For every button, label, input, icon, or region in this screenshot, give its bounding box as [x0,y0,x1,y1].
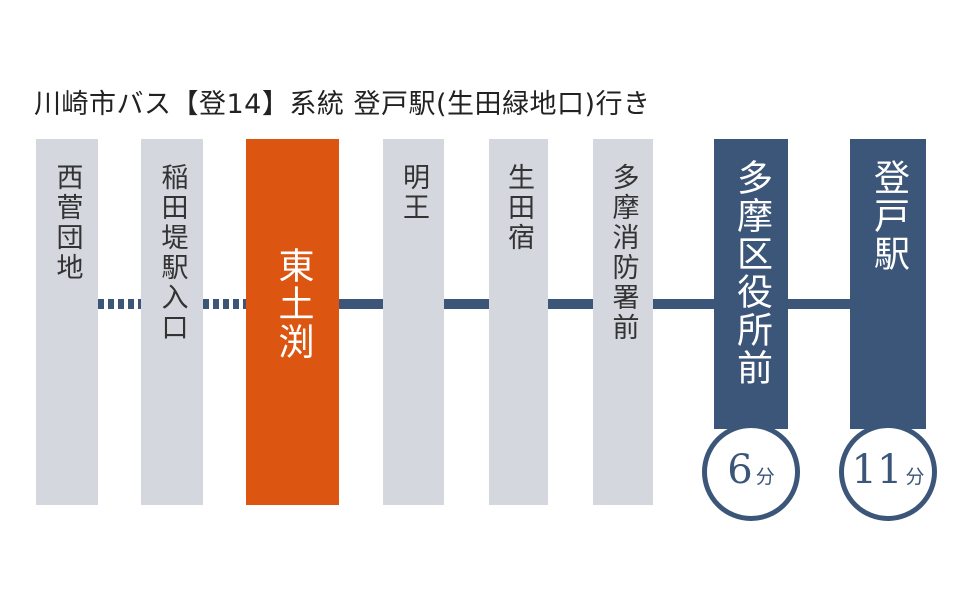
travel-time-value: 11 [851,447,903,493]
route-title: 川崎市バス【登14】系統 登戸駅(生田緑地口)行き [34,89,651,120]
stop-myoo: 明王 [383,139,444,505]
stop-ikutajuku: 生田宿 [489,139,548,505]
stop-tama-shobosho-mae: 多摩消防署前 [593,139,653,505]
route-line-solid-4 [653,299,714,309]
route-line-solid-5 [788,299,850,309]
stop-name: 多摩消防署前 [607,163,639,343]
route-line-dotted-2 [203,299,246,309]
route-line-solid-3 [548,299,593,309]
stop-name: 明王 [398,163,429,223]
travel-time-badge: 6 分 [702,423,800,521]
travel-time-unit: 分 [755,466,775,488]
route-line-dotted-1 [98,299,141,309]
stop-name: 登戸駅 [868,159,909,273]
stop-name: 生田宿 [503,163,534,253]
route-line-solid-1 [339,299,383,309]
stop-name: 東土渕 [272,247,314,361]
route-line-solid-2 [444,299,489,309]
stop-nishisuge-danchi: 西菅団地 [36,139,98,505]
travel-time-unit: 分 [905,466,925,488]
stop-tama-kuyakusho-mae: 多摩区役所前 [714,139,788,429]
stop-name: 西菅団地 [51,163,83,283]
travel-time-value: 6 [727,447,753,493]
travel-time-badge: 11 分 [839,423,937,521]
stop-higashi-dobuchi-current: 東土渕 [246,139,339,505]
stop-name: 稲田堤駅入口 [156,163,188,343]
stop-noborito-eki: 登戸駅 [850,139,926,429]
stop-inadazutsumi-eki-iriguchi: 稲田堤駅入口 [141,139,203,505]
stop-name: 多摩区役所前 [731,159,772,387]
